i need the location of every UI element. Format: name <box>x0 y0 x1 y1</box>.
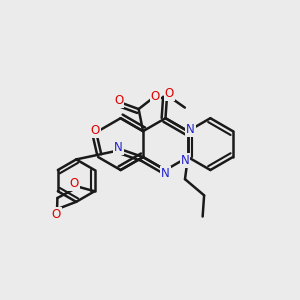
Text: O: O <box>165 87 174 100</box>
Text: N: N <box>114 141 123 154</box>
Text: O: O <box>52 208 61 221</box>
Text: O: O <box>151 90 160 103</box>
Text: O: O <box>114 94 124 107</box>
Text: O: O <box>91 124 100 137</box>
Text: O: O <box>69 177 79 190</box>
Text: N: N <box>161 167 170 180</box>
Text: N: N <box>186 123 195 136</box>
Text: N: N <box>181 154 189 167</box>
